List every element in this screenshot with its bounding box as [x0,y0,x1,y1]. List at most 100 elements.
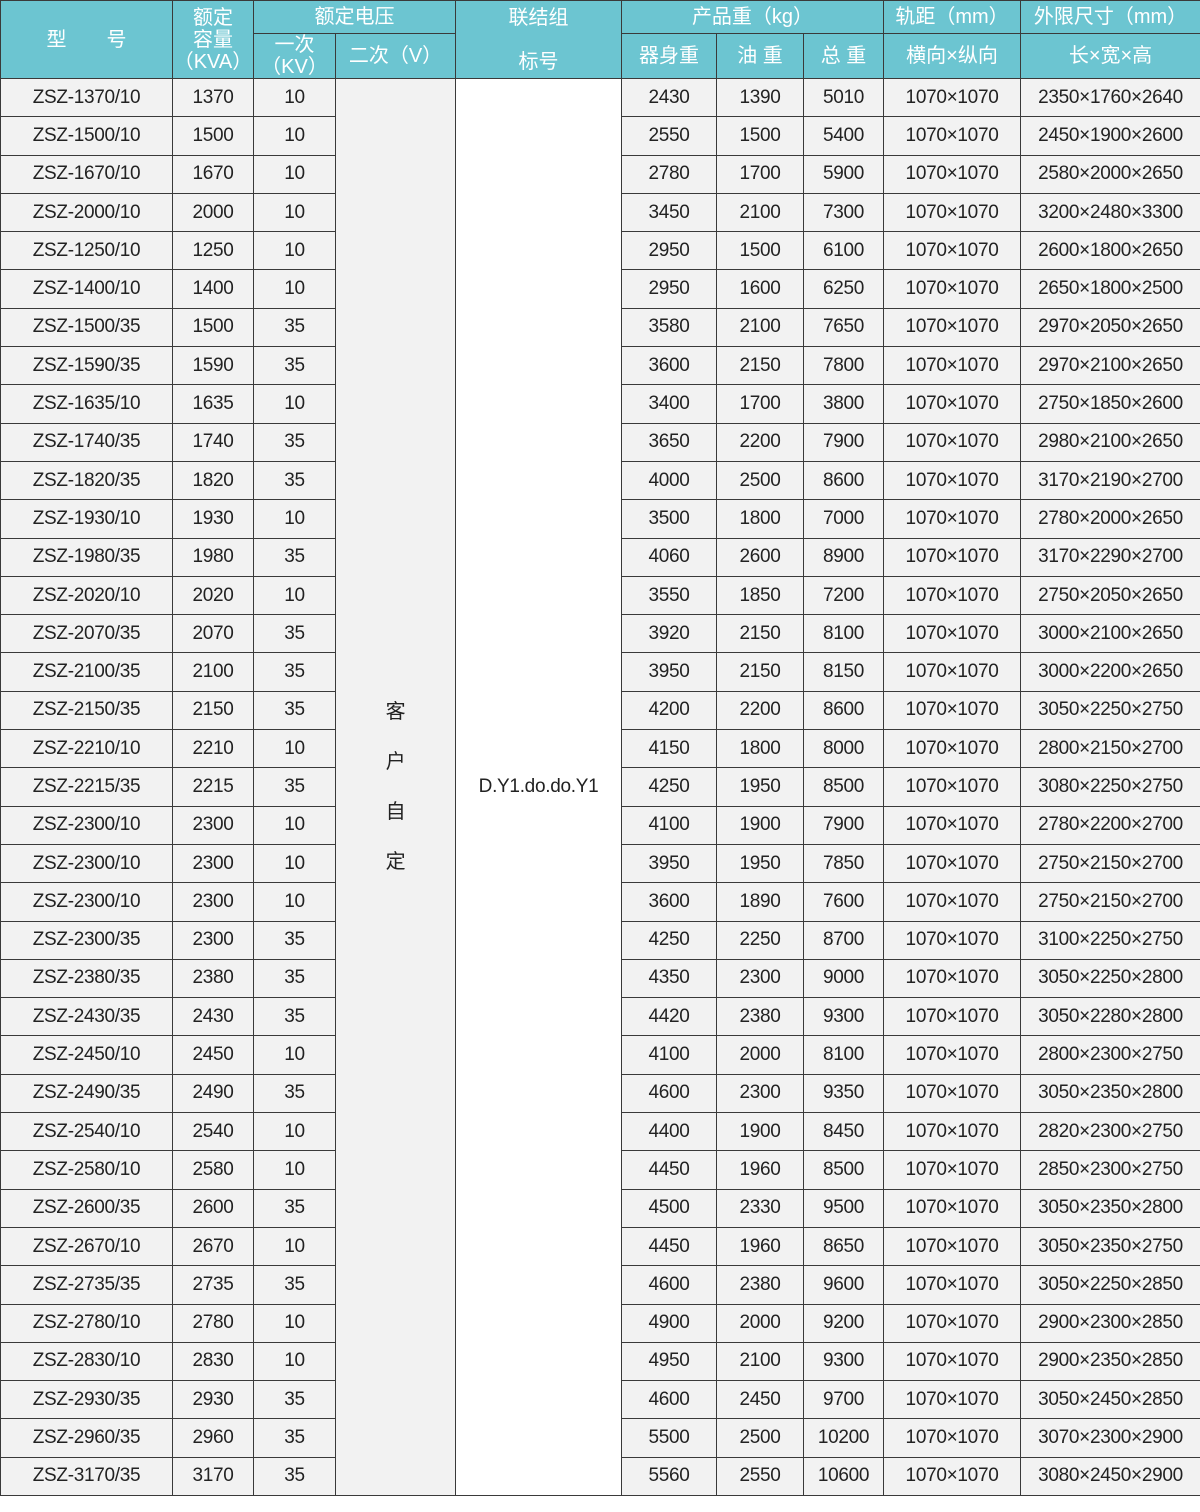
cell-gauge: 1070×1070 [883,77,1022,118]
cell-capacity: 2830 [172,1341,254,1382]
table-row: ZSZ-2540/10 2540 10 4400 1900 8450 1070×1070 28… [0,1112,1200,1152]
cell-capacity: 1980 [172,537,254,577]
cell-total-weight: 8600 [802,690,885,731]
cell-primary-kv: 35 [253,1265,336,1305]
header-group: 联结组 标号 [455,0,622,79]
cell-dimensions: 2750×2150×2700 [1020,843,1200,884]
cell-oil-weight: 1950 [716,767,804,807]
cell-oil-weight: 1600 [716,269,804,309]
cell-model: ZSZ-2830/10 [0,1341,173,1382]
table-row: ZSZ-1400/10 1400 10 2950 1600 6250 1070×1070 26… [0,269,1200,309]
header-group-l1: 联结组 [508,6,569,29]
cell-primary-kv: 35 [253,1418,336,1458]
cell-body-weight: 4100 [621,1035,717,1075]
cell-gauge: 1070×1070 [883,346,1022,386]
cell-gauge: 1070×1070 [883,614,1022,654]
cell-model: ZSZ-2670/10 [0,1226,173,1267]
header-dims-sub: 长×宽×高 [1020,33,1200,79]
cell-gauge: 1070×1070 [883,575,1022,616]
header-model: 型 号 [0,0,173,79]
cell-gauge: 1070×1070 [883,920,1022,960]
table-row: ZSZ-1930/10 1930 10 3500 1800 7000 1070×1070 27… [0,499,1200,539]
cell-body-weight: 5560 [621,1456,717,1496]
cell-total-weight: 7600 [802,882,885,922]
cell-total-weight: 8100 [802,1035,885,1075]
table-row: ZSZ-2070/35 2070 35 3920 2150 8100 1070×1070 30… [0,614,1200,654]
header-total-weight: 总 重 [802,33,885,79]
cell-oil-weight: 2000 [716,1303,804,1343]
table-row: ZSZ-2300/35 2300 35 4250 2250 8700 1070×1070 31… [0,920,1200,960]
cell-oil-weight: 1950 [716,843,804,884]
cell-primary-kv: 35 [253,997,336,1037]
cell-total-weight: 3800 [802,384,885,424]
header-body-weight: 器身重 [621,33,717,79]
cell-oil-weight: 2500 [716,460,804,501]
cell-dimensions: 3080×2450×2900 [1020,1456,1200,1496]
cell-model: ZSZ-2735/35 [0,1265,173,1305]
cell-gauge: 1070×1070 [883,307,1022,348]
cell-gauge: 1070×1070 [883,537,1022,577]
cell-body-weight: 4450 [621,1226,717,1267]
cell-capacity: 2670 [172,1226,254,1267]
cell-primary-kv: 35 [253,614,336,654]
cell-model: ZSZ-1250/10 [0,231,173,271]
cell-capacity: 2930 [172,1380,254,1420]
cell-model: ZSZ-1740/35 [0,422,173,462]
cell-oil-weight: 2330 [716,1188,804,1228]
cell-dimensions: 2580×2000×2650 [1020,154,1200,194]
cell-oil-weight: 2600 [716,537,804,577]
cell-dimensions: 3050×2250×2750 [1020,690,1200,731]
table-row: ZSZ-2215/35 2215 35 4250 1950 8500 1070×1070 30… [0,767,1200,807]
cell-model: ZSZ-3170/35 [0,1456,173,1496]
cell-primary-kv: 35 [253,690,336,731]
cell-gauge: 1070×1070 [883,269,1022,309]
cell-gauge: 1070×1070 [883,997,1022,1037]
cell-capacity: 1500 [172,116,254,156]
cell-primary-kv: 35 [253,1456,336,1496]
cell-model: ZSZ-2150/35 [0,690,173,731]
cell-body-weight: 3600 [621,346,717,386]
cell-oil-weight: 2300 [716,1073,804,1114]
cell-primary-kv: 10 [253,882,336,922]
header-secondary: 二次（V） [335,33,456,79]
cell-gauge: 1070×1070 [883,1418,1022,1458]
cell-primary-kv: 10 [253,1035,336,1075]
cell-total-weight: 9200 [802,1303,885,1343]
cell-gauge: 1070×1070 [883,422,1022,462]
secondary-voltage-char: 户 [385,750,406,773]
cell-dimensions: 3050×2350×2800 [1020,1073,1200,1114]
cell-dimensions: 2780×2200×2700 [1020,805,1200,845]
cell-capacity: 2210 [172,729,254,769]
cell-primary-kv: 35 [253,652,336,692]
cell-oil-weight: 2150 [716,652,804,692]
cell-body-weight: 4420 [621,997,717,1037]
cell-total-weight: 8150 [802,652,885,692]
table-row: ZSZ-2150/35 2150 35 4200 2200 8600 1070×1070 30… [0,690,1200,731]
cell-oil-weight: 1700 [716,154,804,194]
cell-total-weight: 8450 [802,1112,885,1152]
cell-dimensions: 2350×1760×2640 [1020,77,1200,118]
table-row: ZSZ-2300/10 2300 10 3950 1950 7850 1070×1070 27… [0,843,1200,884]
cell-primary-kv: 35 [253,346,336,386]
cell-gauge: 1070×1070 [883,116,1022,156]
cell-body-weight: 2550 [621,116,717,156]
cell-oil-weight: 2200 [716,422,804,462]
header-weight: 产品重（kg） [620,0,885,34]
cell-oil-weight: 1890 [716,882,804,922]
cell-model: ZSZ-1635/10 [0,384,173,424]
cell-dimensions: 2750×2050×2650 [1020,575,1200,616]
cell-model: ZSZ-2300/10 [0,882,173,922]
cell-model: ZSZ-2430/35 [0,997,173,1037]
cell-oil-weight: 1960 [716,1226,804,1267]
cell-dimensions: 3170×2190×2700 [1020,460,1200,501]
cell-oil-weight: 2250 [716,920,804,960]
cell-primary-kv: 35 [253,767,336,807]
cell-gauge: 1070×1070 [883,460,1022,501]
table-row: ZSZ-2960/35 2960 35 5500 2500 10200 1070×1070 3… [0,1418,1200,1458]
cell-oil-weight: 2300 [716,958,804,999]
cell-capacity: 2300 [172,882,254,922]
cell-body-weight: 3920 [621,614,717,654]
table-row: ZSZ-1980/35 1980 35 4060 2600 8900 1070×1070 31… [0,537,1200,577]
cell-capacity: 1670 [172,154,254,194]
cell-capacity: 2430 [172,997,254,1037]
